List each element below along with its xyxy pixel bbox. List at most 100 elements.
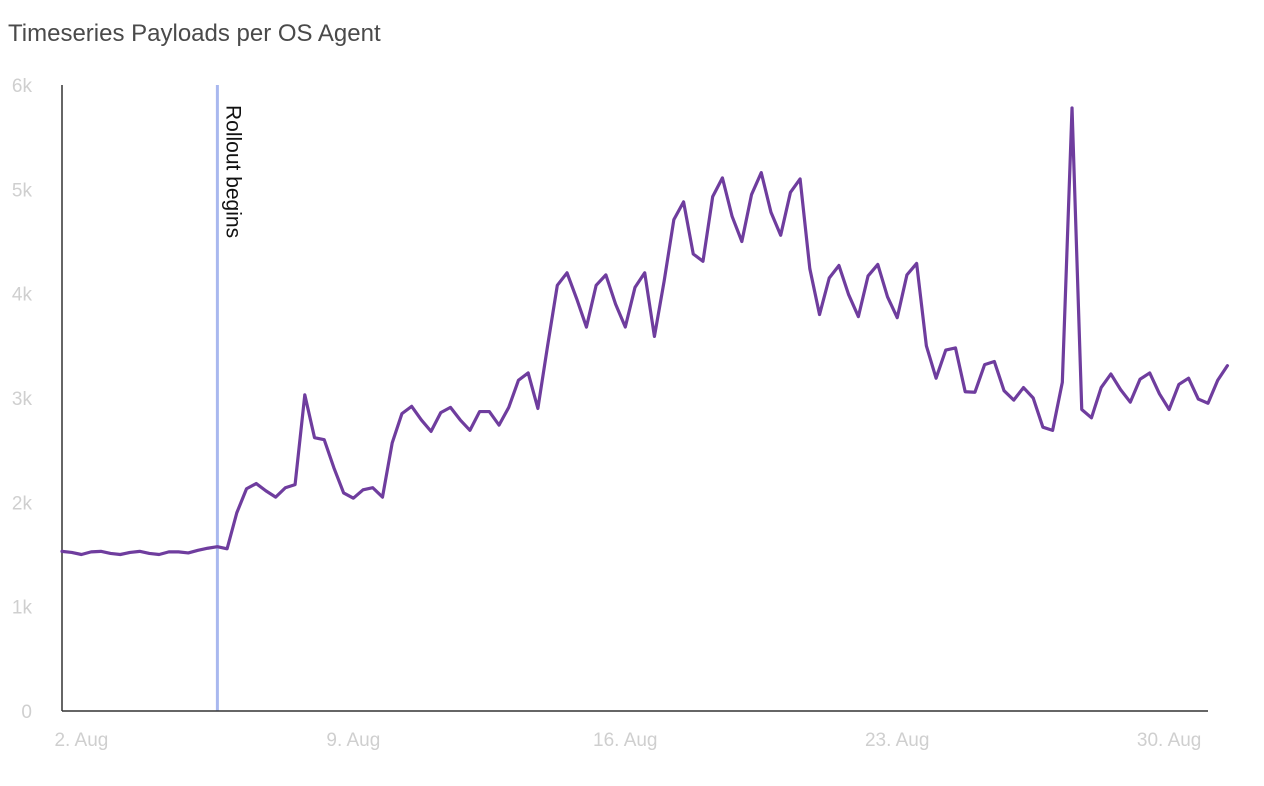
data-point xyxy=(818,313,821,316)
data-point xyxy=(983,363,986,366)
data-point xyxy=(798,177,802,181)
data-point xyxy=(526,371,530,375)
data-point xyxy=(1129,400,1132,404)
data-point xyxy=(119,553,122,556)
x-tick-label: 16. Aug xyxy=(593,730,657,751)
data-point xyxy=(750,193,753,196)
data-point xyxy=(828,276,831,280)
data-point xyxy=(303,393,306,397)
y-tick-label: 6k xyxy=(12,76,33,97)
y-tick-label: 1k xyxy=(12,598,33,619)
data-point xyxy=(1061,381,1064,384)
data-point xyxy=(915,262,918,265)
chart-title: Timeseries Payloads per OS Agent xyxy=(8,20,381,47)
data-point xyxy=(1090,416,1093,420)
data-point xyxy=(420,418,423,422)
data-point xyxy=(546,344,549,348)
data-point xyxy=(458,418,462,422)
x-tick-label: 9. Aug xyxy=(326,730,380,751)
data-point xyxy=(342,491,345,495)
data-point xyxy=(1031,396,1035,400)
data-point xyxy=(128,551,132,554)
data-point xyxy=(973,391,977,394)
data-point xyxy=(255,482,258,485)
data-point xyxy=(391,441,394,445)
data-point xyxy=(1080,408,1083,411)
data-point xyxy=(313,436,316,439)
data-point xyxy=(138,550,141,553)
data-point xyxy=(730,215,734,218)
data-point xyxy=(332,466,336,470)
data-point xyxy=(905,273,909,277)
data-point xyxy=(449,406,452,409)
data-point xyxy=(1022,386,1025,389)
data-point xyxy=(1226,364,1229,367)
axes-layer xyxy=(61,85,1208,712)
data-point xyxy=(614,302,617,306)
data-point xyxy=(964,390,967,393)
data-point xyxy=(585,325,588,329)
data-point xyxy=(468,429,472,432)
data-point xyxy=(769,211,773,214)
data-point xyxy=(1148,371,1151,375)
annotations-layer: Rollout begins xyxy=(215,85,244,711)
data-point xyxy=(371,486,374,489)
data-point xyxy=(760,171,763,174)
data-point xyxy=(847,293,850,296)
data-point xyxy=(692,252,695,256)
data-point xyxy=(507,406,510,409)
data-point xyxy=(1216,379,1219,382)
data-point xyxy=(1012,398,1015,402)
data-point xyxy=(934,376,938,380)
data-point xyxy=(925,344,928,348)
data-point xyxy=(954,346,957,350)
data-point xyxy=(1109,372,1113,376)
data-point xyxy=(633,286,637,289)
data-point xyxy=(1099,386,1103,389)
data-point xyxy=(157,553,161,556)
data-point xyxy=(721,176,724,180)
data-point xyxy=(264,489,268,493)
data-point xyxy=(565,271,569,274)
data-point xyxy=(1070,106,1074,110)
data-point xyxy=(196,549,200,552)
y-tick-label: 0 xyxy=(21,702,32,723)
data-point xyxy=(109,552,112,555)
data-point xyxy=(1187,376,1190,380)
data-point xyxy=(662,279,666,283)
y-tick-label: 5k xyxy=(12,180,33,201)
data-point xyxy=(604,273,608,277)
data-point xyxy=(225,547,229,550)
data-point xyxy=(594,284,598,287)
data-point xyxy=(837,264,841,267)
data-point xyxy=(536,407,540,410)
data-point xyxy=(1197,397,1200,401)
data-point xyxy=(235,511,239,514)
data-point xyxy=(1206,402,1210,405)
data-point xyxy=(789,191,792,194)
x-tick-label: 30. Aug xyxy=(1137,730,1201,751)
data-point xyxy=(400,412,404,415)
data-point xyxy=(206,547,209,550)
data-point xyxy=(80,553,83,556)
data-point xyxy=(216,545,219,548)
data-point xyxy=(556,284,559,287)
data-point xyxy=(1002,389,1006,392)
data-point xyxy=(274,495,277,499)
data-point xyxy=(478,410,481,413)
data-point xyxy=(488,410,491,413)
annotation-label: Rollout begins xyxy=(221,105,244,238)
data-point xyxy=(653,335,656,338)
data-point xyxy=(1041,426,1045,429)
data-point xyxy=(323,438,326,441)
data-point xyxy=(439,411,442,414)
data-point xyxy=(857,315,860,318)
data-point xyxy=(643,271,646,274)
data-point xyxy=(711,195,714,198)
data-point xyxy=(148,552,151,555)
y-tick-label: 4k xyxy=(12,285,33,306)
data-point xyxy=(701,260,705,263)
data-point xyxy=(944,348,947,352)
data-point xyxy=(70,551,73,554)
